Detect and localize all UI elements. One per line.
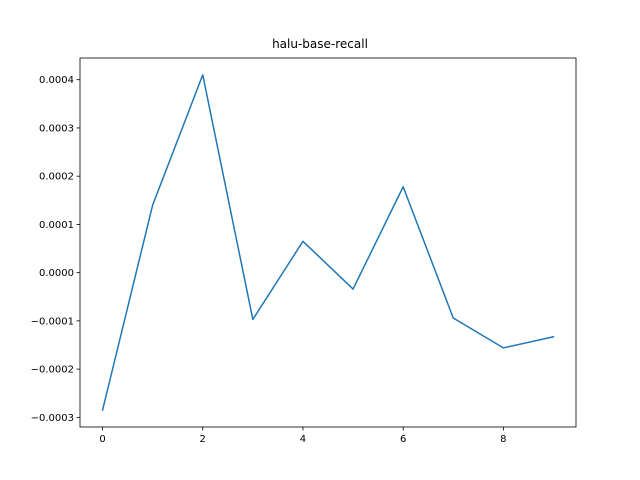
y-tick-label: −0.0003 bbox=[31, 413, 74, 424]
y-tick-label: 0.0001 bbox=[39, 220, 74, 231]
y-tick-label: −0.0001 bbox=[31, 316, 74, 327]
x-tick-label: 8 bbox=[500, 434, 506, 445]
series-line bbox=[101, 74, 555, 412]
x-tick-label: 6 bbox=[400, 434, 406, 445]
y-tick-label: 0.0002 bbox=[39, 172, 74, 183]
y-tick-label: 0.0000 bbox=[39, 268, 74, 279]
y-tick-label: −0.0002 bbox=[31, 365, 74, 376]
y-tick-label: 0.0003 bbox=[39, 123, 74, 134]
chart-title: halu-base-recall bbox=[272, 37, 368, 51]
x-tick-label: 0 bbox=[99, 434, 105, 445]
x-tick-label: 4 bbox=[300, 434, 306, 445]
y-tick-label: 0.0004 bbox=[39, 75, 74, 86]
x-tick-label: 2 bbox=[200, 434, 206, 445]
axes-frame bbox=[79, 57, 577, 428]
plot-area: 0 2 4 6 8 −0.0003 −0.0002 −0.0001 0.0000 0.0001 0.… bbox=[31, 57, 577, 445]
